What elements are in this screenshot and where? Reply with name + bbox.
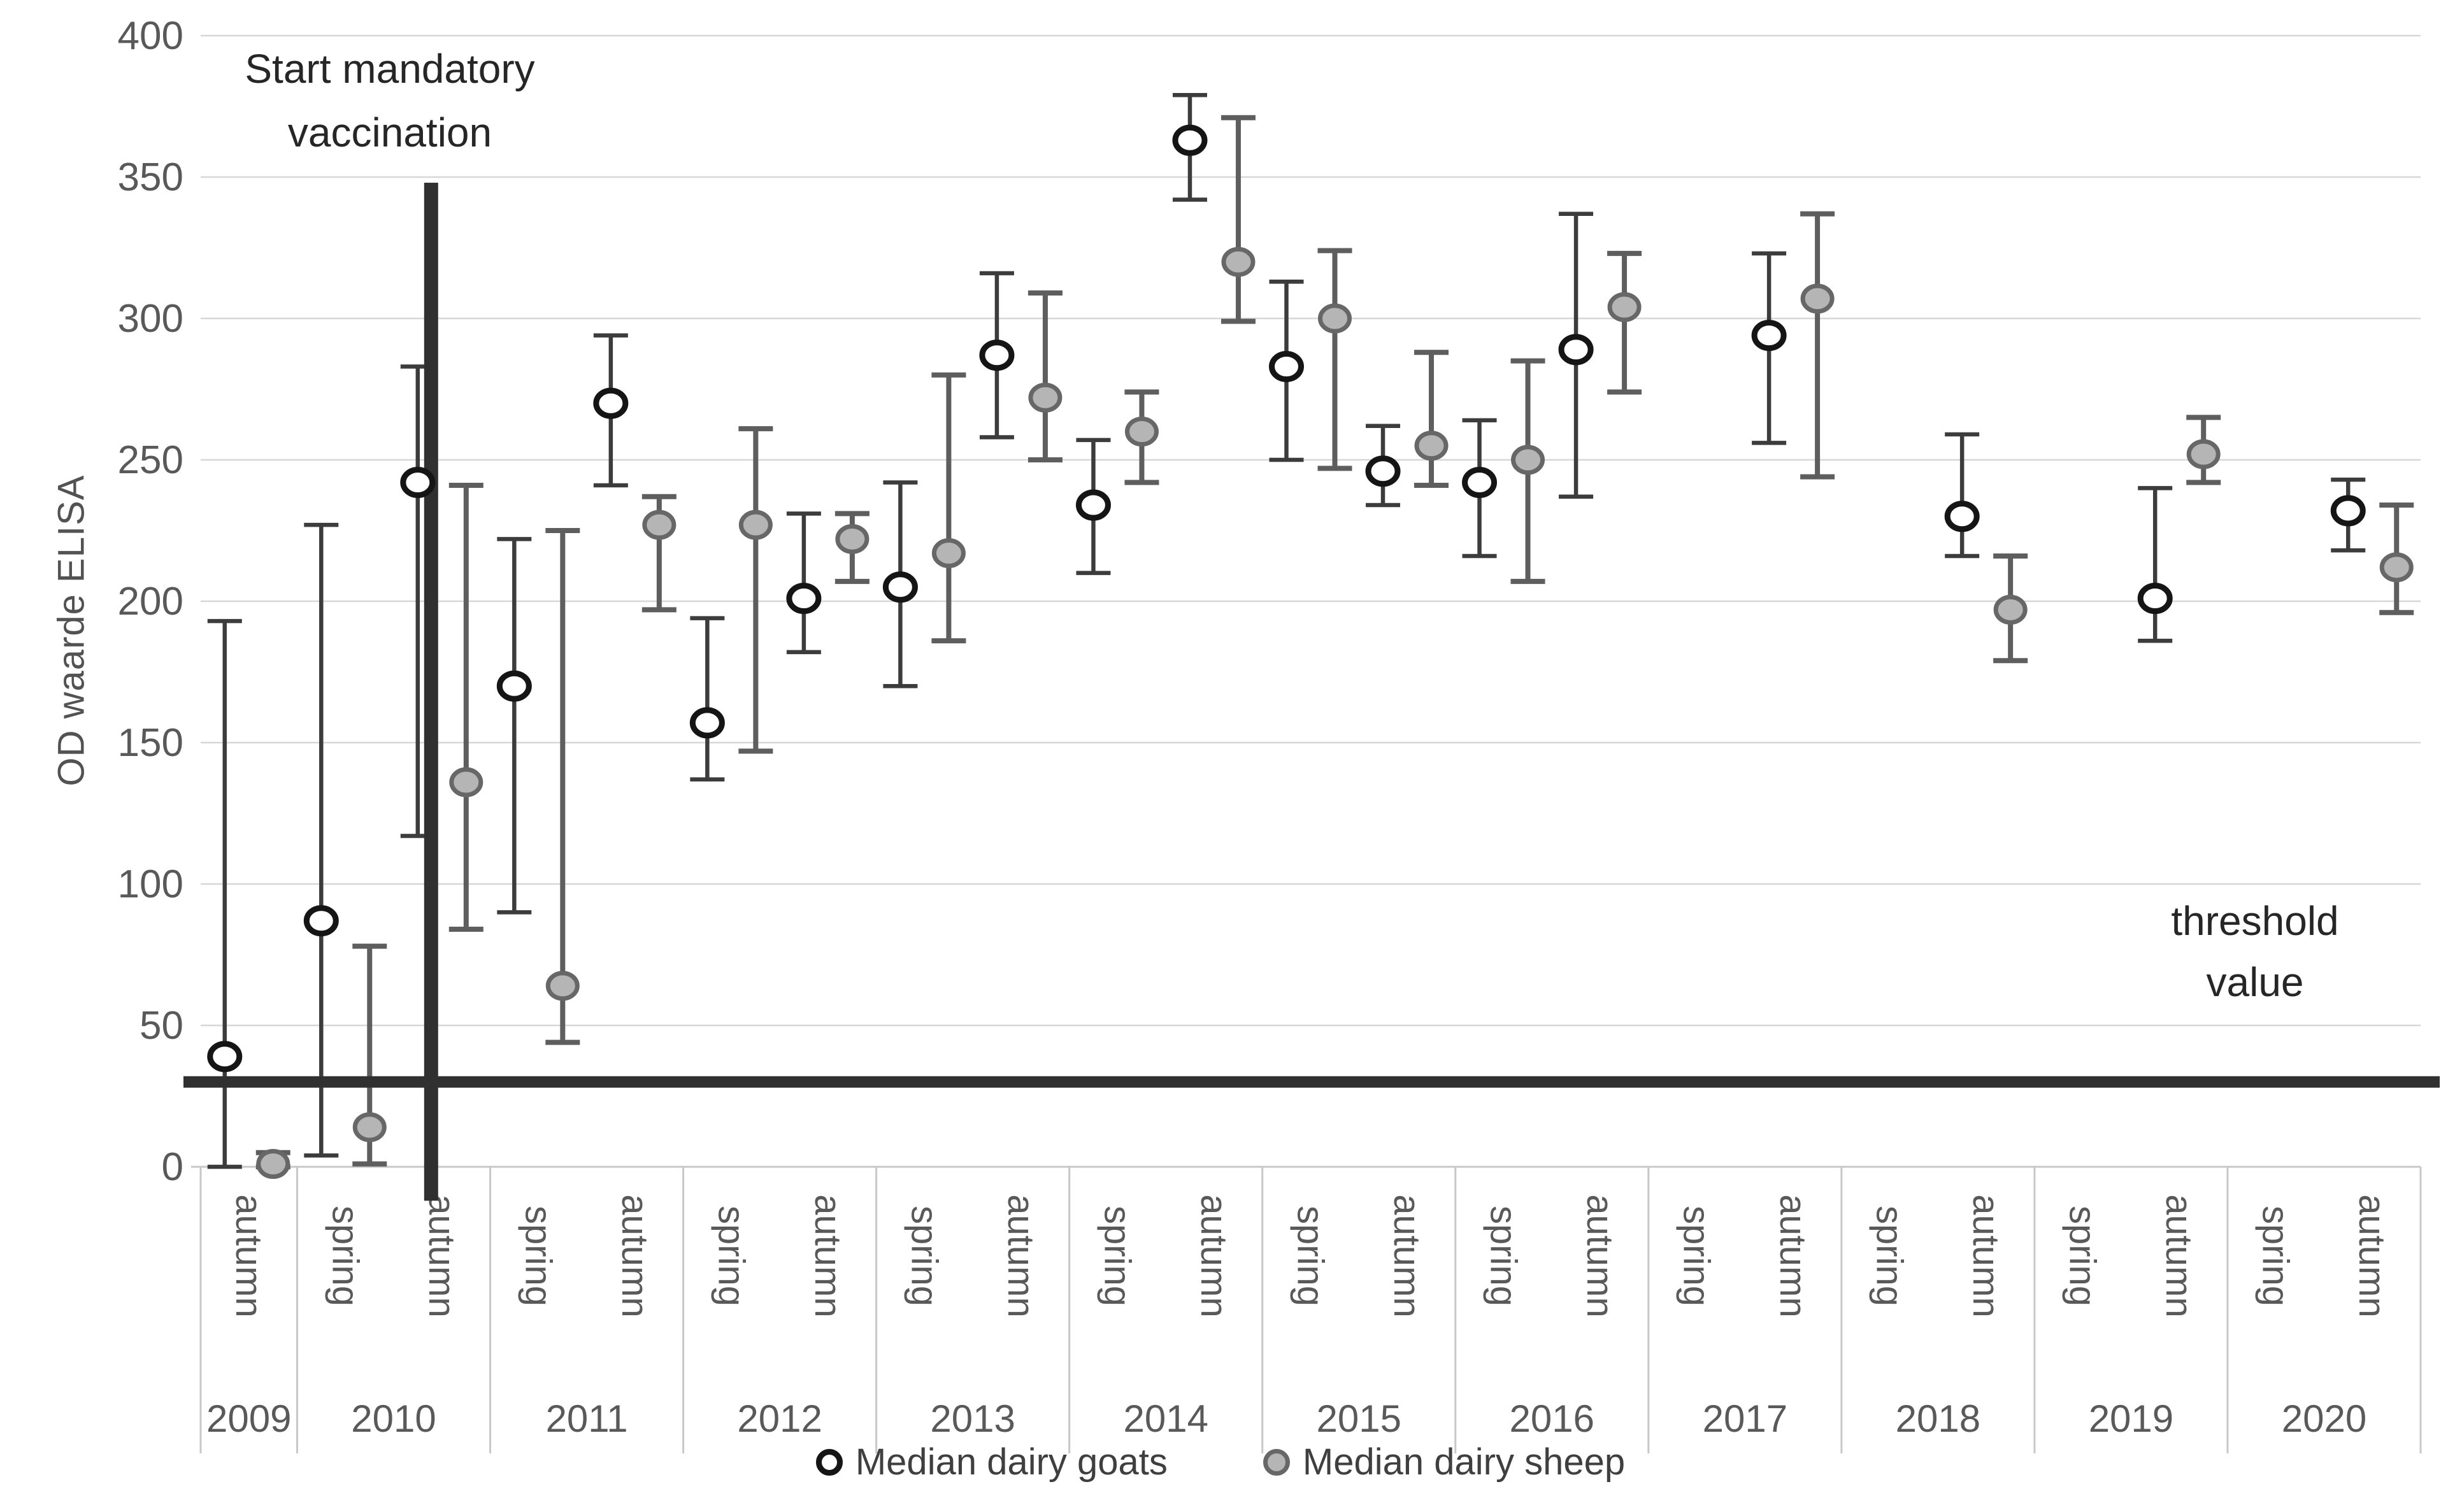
sheep-marker <box>1607 292 1642 322</box>
y-tick-label: 50 <box>140 1004 183 1048</box>
y-tick-label: 350 <box>118 155 183 199</box>
y-axis-title: OD waarde ELISA <box>50 474 92 787</box>
sheep-marker <box>835 524 870 554</box>
goat-marker <box>689 707 725 739</box>
year-label: 2012 <box>737 1397 822 1440</box>
legend-item-sheep: Median dairy sheep <box>1263 1441 1625 1483</box>
sheep-marker <box>1414 431 1449 461</box>
vaccination-annotation-line2: vaccination <box>287 110 492 155</box>
goat-marker <box>1751 320 1787 352</box>
year-label: 2009 <box>206 1397 291 1440</box>
year-label: 2011 <box>546 1397 628 1440</box>
year-label: 2010 <box>351 1397 436 1440</box>
season-label: autumn <box>1965 1194 2007 1317</box>
sheep-marker <box>642 510 676 540</box>
goat-marker <box>1172 124 1208 156</box>
sheep-marker <box>1124 417 1159 447</box>
goat-marker <box>1075 489 1111 521</box>
goat-marker <box>207 1041 243 1073</box>
season-label: autumn <box>421 1194 462 1317</box>
season-label: autumn <box>807 1194 848 1317</box>
legend: Median dairy goats Median dairy sheep <box>0 1441 2441 1483</box>
season-label: spring <box>1676 1206 1717 1306</box>
goat-marker <box>1269 350 1304 382</box>
goat-marker <box>882 571 918 603</box>
season-label: autumn <box>228 1194 269 1317</box>
sheep-legend-marker-icon <box>1263 1448 1290 1476</box>
year-label: 2016 <box>1510 1397 1594 1440</box>
y-tick-label: 400 <box>118 14 183 58</box>
goat-marker <box>2137 583 2173 615</box>
goat-marker <box>593 387 629 419</box>
season-label: spring <box>1290 1206 1331 1306</box>
vaccination-annotation: Start mandatory vaccination <box>211 37 568 164</box>
year-label: 2019 <box>2089 1397 2173 1440</box>
year-label: 2018 <box>1896 1397 1980 1440</box>
y-tick-label: 300 <box>118 297 183 341</box>
legend-label-sheep: Median dairy sheep <box>1302 1441 1626 1483</box>
y-tick-label: 100 <box>118 862 183 906</box>
goat-marker <box>979 339 1015 371</box>
goat-marker <box>1558 334 1594 366</box>
year-label: 2013 <box>930 1397 1015 1440</box>
sheep-marker <box>449 767 483 797</box>
vaccination-annotation-line1: Start mandatory <box>245 46 535 92</box>
goat-marker <box>303 905 339 937</box>
sheep-marker <box>1511 445 1545 475</box>
season-label: autumn <box>1000 1194 1042 1317</box>
sheep-marker <box>1221 246 1256 277</box>
sheep-marker <box>352 1112 387 1143</box>
goat-marker <box>1365 455 1401 487</box>
season-label: spring <box>903 1206 945 1306</box>
legend-item-goats: Median dairy goats <box>815 1441 1168 1483</box>
season-label: autumn <box>2351 1194 2393 1317</box>
sheep-marker <box>1028 382 1063 413</box>
season-label: autumn <box>1772 1194 1814 1317</box>
year-label: 2014 <box>1123 1397 1208 1440</box>
y-tick-label: 200 <box>118 580 183 624</box>
y-tick-label: 250 <box>118 438 183 482</box>
season-label: spring <box>2255 1206 2296 1306</box>
sheep-marker <box>738 510 773 540</box>
sheep-marker <box>1993 594 2028 625</box>
season-label: spring <box>517 1206 559 1306</box>
year-label: 2020 <box>2282 1397 2366 1440</box>
sheep-marker <box>256 1149 290 1180</box>
sheep-marker <box>931 538 966 569</box>
season-label: spring <box>1483 1206 1524 1306</box>
season-label: spring <box>710 1206 752 1306</box>
year-label: 2017 <box>1703 1397 1787 1440</box>
y-tick-label: 150 <box>118 721 183 765</box>
goat-marker <box>1462 467 1498 499</box>
season-label: spring <box>324 1206 366 1306</box>
goat-marker <box>2330 495 2366 527</box>
sheep-marker <box>2379 552 2414 583</box>
season-label: autumn <box>1193 1194 1235 1317</box>
threshold-annotation-line2: value <box>2206 959 2304 1005</box>
sheep-marker <box>2186 439 2221 469</box>
goat-marker <box>1944 501 1980 532</box>
legend-label-goats: Median dairy goats <box>855 1441 1168 1483</box>
sheep-marker <box>1800 283 1835 314</box>
season-label: spring <box>1869 1206 1910 1306</box>
y-tick-label: 0 <box>162 1145 183 1189</box>
goat-marker <box>400 467 436 499</box>
goat-marker <box>786 583 822 615</box>
sheep-marker <box>1318 303 1352 334</box>
threshold-annotation: threshold value <box>2070 890 2440 1013</box>
year-label: 2015 <box>1317 1397 1401 1440</box>
season-label: autumn <box>614 1194 655 1317</box>
season-label: spring <box>1096 1206 1138 1306</box>
season-label: spring <box>2062 1206 2103 1306</box>
threshold-annotation-line1: threshold <box>2171 898 2339 944</box>
season-label: autumn <box>2158 1194 2200 1317</box>
season-label: autumn <box>1386 1194 1428 1317</box>
sheep-marker <box>545 971 580 1001</box>
goat-marker <box>496 670 532 702</box>
season-label: autumn <box>1579 1194 1621 1317</box>
goat-legend-marker-icon <box>815 1448 843 1476</box>
